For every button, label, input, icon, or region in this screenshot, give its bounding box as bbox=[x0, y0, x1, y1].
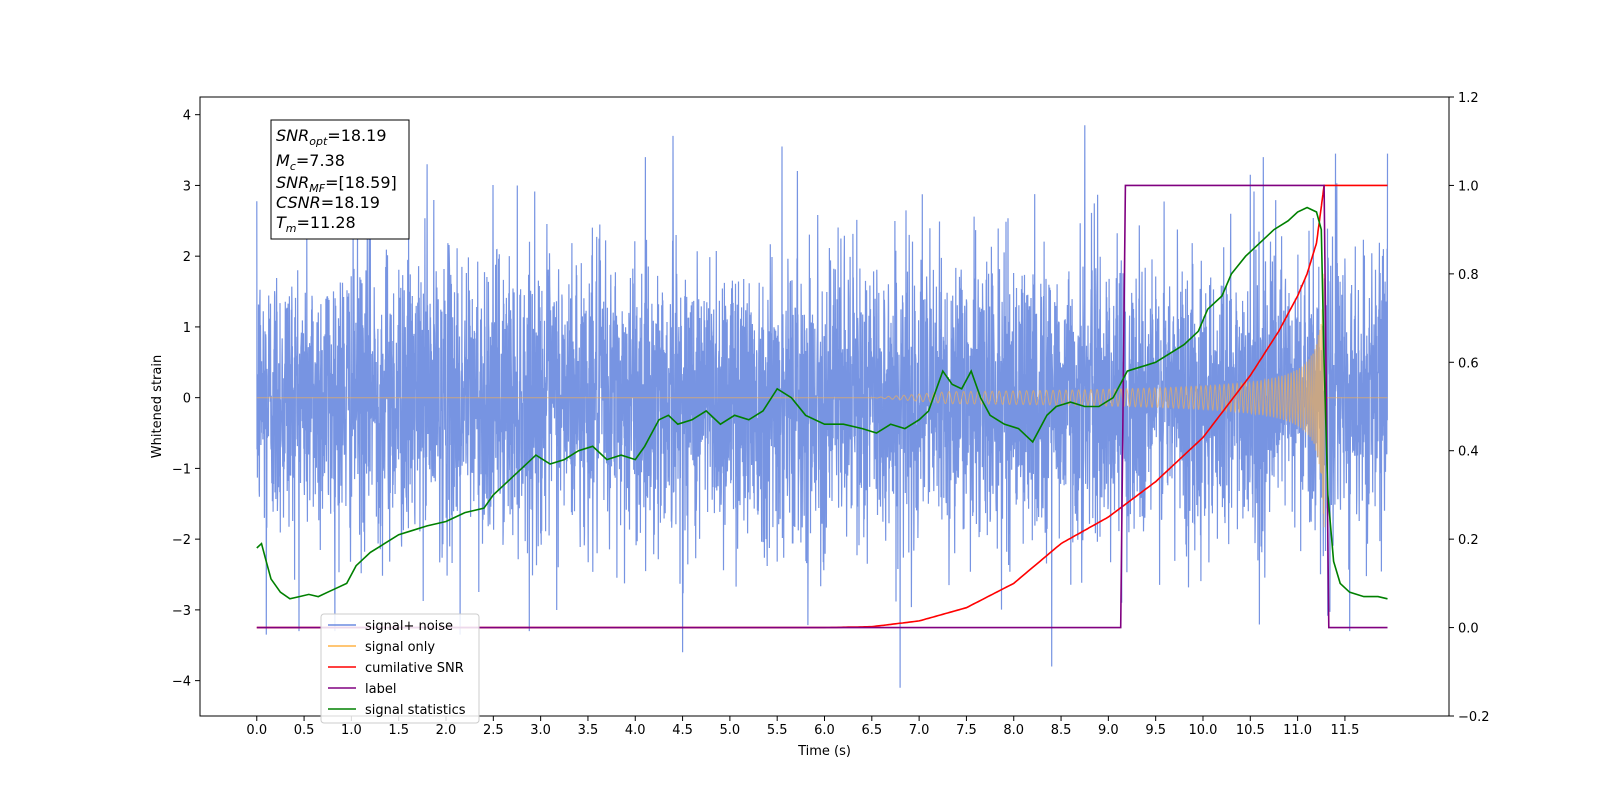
series-signal-statistics-line bbox=[256, 206, 1388, 600]
series-layer bbox=[256, 125, 1389, 688]
stat-mc: Mc=7.38 bbox=[276, 151, 345, 173]
x-tick-label: 4.5 bbox=[672, 723, 693, 738]
x-tick-label: 8.0 bbox=[1003, 723, 1024, 738]
y-tick-label-left: 3 bbox=[183, 179, 191, 194]
y-tick-label-right: −0.2 bbox=[1458, 710, 1490, 725]
y-axis-label-left: Whitened strain bbox=[150, 355, 165, 458]
legend-label-signal-noise: signal+ noise bbox=[365, 619, 453, 634]
x-tick-label: 11.5 bbox=[1330, 723, 1359, 738]
x-tick-label: 6.0 bbox=[814, 723, 835, 738]
x-tick-label: 2.5 bbox=[483, 723, 504, 738]
series-signal-only-line bbox=[256, 273, 1388, 528]
y-tick-label-right: 0.8 bbox=[1458, 268, 1479, 283]
stat-snr-mf: SNRMF=[18.59] bbox=[276, 173, 397, 195]
x-tick-label: 2.0 bbox=[436, 723, 457, 738]
y-tick-label-right: 0.0 bbox=[1458, 622, 1479, 637]
y-axis-right: 1.2 1.0 0.8 0.6 0.4 0.2 0.0 −0.2 bbox=[1449, 91, 1490, 725]
x-tick-label: 5.5 bbox=[767, 723, 788, 738]
x-tick-label: 4.0 bbox=[625, 723, 646, 738]
y-tick-label-right: 0.2 bbox=[1458, 533, 1479, 548]
series-cumulative-snr-line bbox=[256, 184, 1388, 629]
x-tick-label: 10.5 bbox=[1236, 723, 1265, 738]
x-tick-label: 1.5 bbox=[388, 723, 409, 738]
y-axis-left: 4 3 2 1 0 −1 −2 −3 −4 bbox=[172, 109, 200, 690]
legend-label-signal-only: signal only bbox=[365, 640, 435, 655]
y-tick-label-right: 1.2 bbox=[1458, 91, 1479, 106]
y-tick-label-right: 0.6 bbox=[1458, 356, 1479, 371]
x-axis: 0.0 0.5 1.0 1.5 2.0 2.5 3.0 3.5 4.0 4.5 5.0 5.5 6.0 6… bbox=[246, 716, 1359, 738]
x-tick-label: 7.0 bbox=[909, 723, 930, 738]
stat-snr-opt: SNRopt=18.19 bbox=[276, 126, 387, 148]
legend-label-signal-statistics: signal statistics bbox=[365, 703, 466, 718]
stats-box-frame bbox=[270, 119, 410, 240]
y-tick-label-left: 2 bbox=[183, 250, 191, 265]
legend-label-label: label bbox=[365, 682, 396, 697]
legend: signal+ noise signal only cumilative SNR… bbox=[320, 613, 480, 724]
legend-frame bbox=[320, 613, 480, 724]
x-tick-label: 5.0 bbox=[720, 723, 741, 738]
x-tick-label: 9.5 bbox=[1145, 723, 1166, 738]
x-tick-label: 0.0 bbox=[246, 723, 267, 738]
x-tick-label: 3.5 bbox=[578, 723, 599, 738]
x-tick-label: 6.5 bbox=[861, 723, 882, 738]
y-tick-label-right: 0.4 bbox=[1458, 445, 1479, 460]
y-tick-label-left: 4 bbox=[183, 109, 191, 124]
y-tick-label-left: −3 bbox=[172, 604, 191, 619]
stats-box: SNRopt=18.19 Mc=7.38 SNRMF=[18.59] CSNR=… bbox=[270, 119, 410, 240]
x-tick-label: 11.0 bbox=[1283, 723, 1312, 738]
series-signal-noise-line bbox=[256, 125, 1389, 688]
y-tick-label-left: −2 bbox=[172, 533, 191, 548]
series-label-line bbox=[256, 184, 1388, 629]
x-axis-label: Time (s) bbox=[797, 744, 851, 759]
x-tick-label: 9.0 bbox=[1098, 723, 1119, 738]
x-tick-label: 0.5 bbox=[294, 723, 315, 738]
stat-tm: Tm=11.28 bbox=[276, 213, 356, 235]
y-tick-label-left: 0 bbox=[183, 392, 191, 407]
x-tick-label: 7.5 bbox=[956, 723, 977, 738]
x-tick-label: 3.0 bbox=[530, 723, 551, 738]
y-tick-label-left: 1 bbox=[183, 321, 191, 336]
legend-label-cumulative-snr: cumilative SNR bbox=[365, 661, 464, 676]
stat-csnr: CSNR=18.19 bbox=[276, 193, 380, 212]
x-tick-label: 1.0 bbox=[341, 723, 362, 738]
y-tick-label-right: 1.0 bbox=[1458, 179, 1479, 194]
y-tick-label-left: −1 bbox=[172, 462, 191, 477]
x-tick-label: 10.0 bbox=[1189, 723, 1218, 738]
x-tick-label: 8.5 bbox=[1051, 723, 1072, 738]
y-tick-label-left: −4 bbox=[172, 675, 191, 690]
